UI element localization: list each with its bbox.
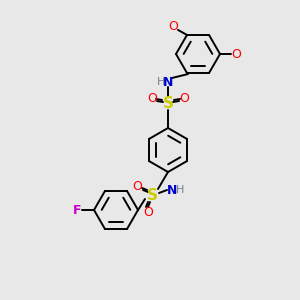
Text: N: N (167, 184, 177, 196)
Text: O: O (231, 47, 241, 61)
Text: H: H (157, 77, 165, 87)
Text: O: O (143, 206, 153, 218)
Text: H: H (176, 185, 184, 195)
Text: O: O (179, 92, 189, 106)
Text: O: O (147, 92, 157, 106)
Text: O: O (132, 181, 142, 194)
Text: O: O (168, 20, 178, 33)
Text: N: N (163, 76, 173, 88)
Text: S: S (146, 188, 158, 203)
Text: F: F (73, 203, 81, 217)
Text: S: S (163, 97, 173, 112)
